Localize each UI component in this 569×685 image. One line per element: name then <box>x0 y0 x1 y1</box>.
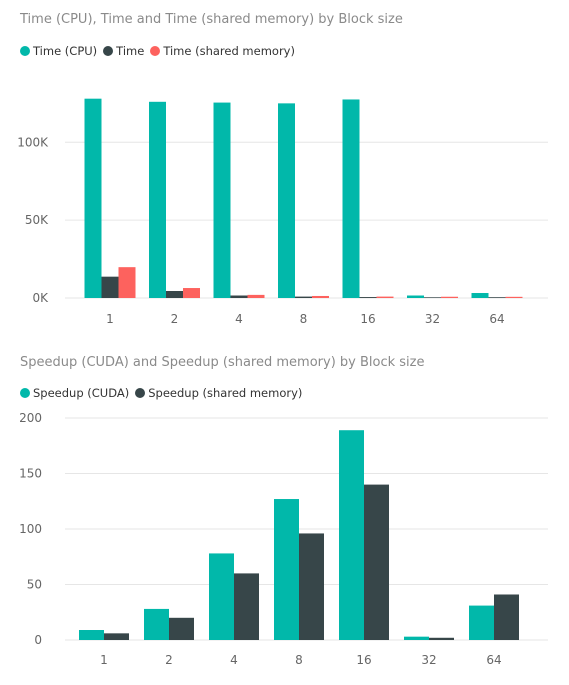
x-tick-label: 2 <box>171 312 179 326</box>
y-tick-label: 200 <box>19 411 42 425</box>
legend-item-time[interactable]: Time <box>103 44 144 58</box>
chart2-plot: 0 50 100 150 200 1 2 4 8 16 32 64 <box>19 411 548 667</box>
chart1-title: Time (CPU), Time and Time (shared memory… <box>20 12 403 27</box>
bar <box>149 101 166 298</box>
y-tick-label: 0K <box>32 291 49 305</box>
bar <box>488 297 506 298</box>
bar <box>312 295 329 298</box>
bar <box>469 605 494 640</box>
y-tick-label: 100K <box>17 135 49 149</box>
bar <box>247 294 265 298</box>
x-tick-label: 16 <box>360 312 375 326</box>
x-tick-label: 1 <box>100 653 108 667</box>
x-tick-label: 4 <box>235 312 243 326</box>
x-tick-label: 8 <box>300 312 308 326</box>
bar <box>505 296 523 298</box>
bar <box>278 103 295 298</box>
x-tick-label: 8 <box>295 653 303 667</box>
bar <box>429 637 454 640</box>
legend-item-speedup-cuda[interactable]: Speedup (CUDA) <box>20 386 129 400</box>
x-tick-label: 32 <box>425 312 440 326</box>
bar <box>404 636 429 640</box>
x-tick-label: 1 <box>106 312 114 326</box>
bar <box>213 102 231 298</box>
bar <box>101 276 119 298</box>
bar <box>234 573 259 640</box>
bar <box>230 295 248 298</box>
legend-dot-icon <box>20 388 30 398</box>
legend-item-time-shared[interactable]: Time (shared memory) <box>150 44 295 58</box>
bar <box>144 608 169 640</box>
bar <box>104 633 129 640</box>
bar <box>407 295 424 298</box>
bar <box>169 617 194 640</box>
chart1-plot: 0K 50K 100K 1 2 4 8 16 32 64 <box>17 98 548 326</box>
bar <box>364 484 389 640</box>
bar <box>183 288 200 298</box>
y-tick-label: 0 <box>34 633 42 647</box>
bar <box>295 296 312 298</box>
x-tick-label: 64 <box>489 312 504 326</box>
x-tick-label: 16 <box>356 653 371 667</box>
bar <box>209 553 234 640</box>
bar <box>299 533 324 640</box>
legend-dot-icon <box>150 46 161 56</box>
bar <box>166 290 183 298</box>
bar <box>424 297 441 298</box>
legend-dot-icon <box>135 388 146 398</box>
bar <box>274 499 299 640</box>
chart2-legend: Speedup (CUDA) Speedup (shared memory) <box>20 386 308 400</box>
legend-dot-icon <box>20 46 30 56</box>
bar <box>376 296 394 298</box>
y-tick-label: 50K <box>25 213 49 227</box>
y-tick-label: 150 <box>19 467 42 481</box>
bar <box>84 98 102 298</box>
legend-label: Time (CPU) <box>33 44 98 58</box>
chart2-title: Speedup (CUDA) and Speedup (shared memor… <box>20 355 425 370</box>
bar <box>339 430 364 640</box>
legend-label: Speedup (shared memory) <box>148 386 303 400</box>
bar <box>79 630 104 640</box>
x-tick-label: 4 <box>230 653 238 667</box>
legend-dot-icon <box>103 46 114 56</box>
x-tick-label: 2 <box>165 653 173 667</box>
bar <box>441 296 458 298</box>
legend-item-time-cpu[interactable]: Time (CPU) <box>20 44 97 58</box>
bar <box>471 293 489 298</box>
y-tick-label: 50 <box>27 578 42 592</box>
bar <box>494 594 519 640</box>
x-tick-label: 32 <box>421 653 436 667</box>
bar <box>342 99 360 298</box>
chart1-legend: Time (CPU) Time Time (shared memory) <box>20 44 301 58</box>
bar <box>359 297 377 298</box>
legend-label: Time (shared memory) <box>163 44 295 58</box>
legend-item-speedup-shared[interactable]: Speedup (shared memory) <box>135 386 302 400</box>
legend-label: Speedup (CUDA) <box>33 386 130 400</box>
x-tick-label: 64 <box>486 653 501 667</box>
legend-label: Time <box>116 44 145 58</box>
bar <box>118 267 136 298</box>
y-tick-label: 100 <box>19 522 42 536</box>
